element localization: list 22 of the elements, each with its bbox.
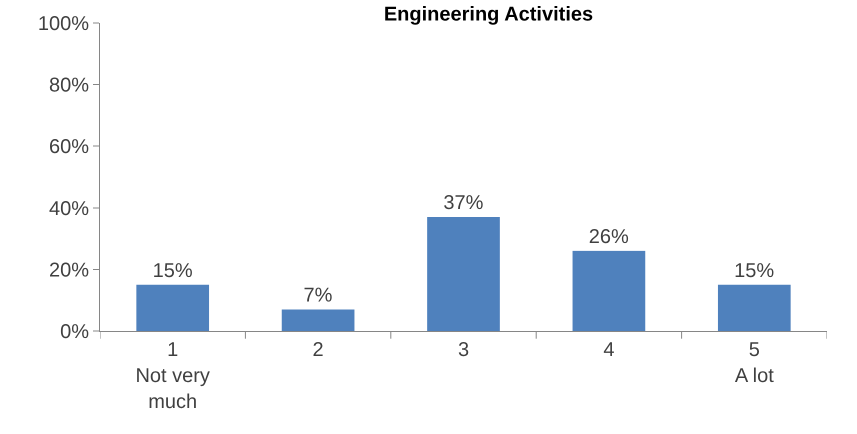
data-label: 26% — [588, 226, 630, 248]
data-label: 7% — [304, 284, 333, 306]
bar — [282, 309, 354, 331]
x-tick-label: 4 — [603, 339, 614, 361]
y-tick-label: 0% — [60, 321, 90, 343]
y-tick-label: 20% — [48, 259, 90, 282]
bar — [427, 217, 500, 331]
bar — [718, 284, 791, 331]
y-tick-label: 80% — [48, 74, 90, 97]
x-tick-label: 5 A lot — [734, 339, 774, 387]
bar — [572, 250, 646, 331]
y-tick-label: 40% — [48, 198, 90, 220]
x-tick-label: 2 — [312, 339, 324, 361]
chart-title: Engineering Activities — [384, 4, 594, 26]
x-tick-label: 3 — [458, 339, 470, 361]
data-label: 15% — [152, 260, 193, 282]
data-label: 15% — [734, 260, 774, 282]
x-tick-label: 1 Not very much — [135, 339, 210, 413]
bar — [136, 284, 210, 331]
data-label: 37% — [443, 192, 484, 214]
y-tick-label: 100% — [38, 13, 90, 35]
y-tick-label: 60% — [48, 136, 90, 158]
